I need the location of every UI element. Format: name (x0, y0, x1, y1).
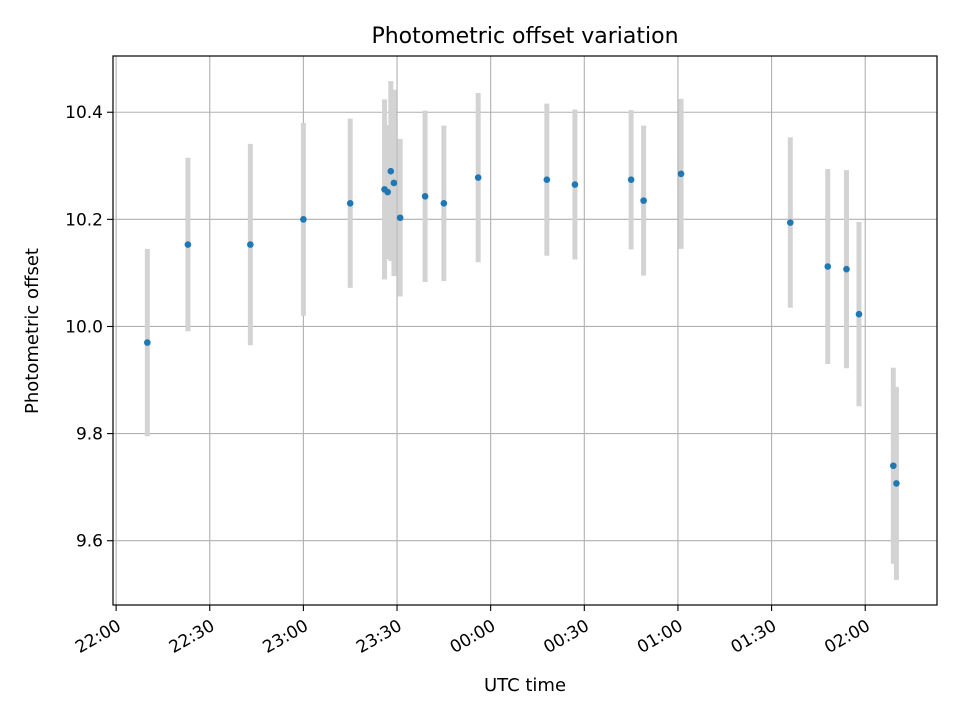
x-tick-label: 22:30 (166, 616, 218, 658)
data-point (440, 199, 448, 207)
data-point (387, 167, 395, 175)
data-point (824, 263, 832, 270)
x-axis-label: UTC time (484, 675, 566, 696)
data-point (474, 174, 482, 181)
x-axis-ticks: 22:00 22:30 23:00 23:30 00:00 00:30 01:00 01:30… (72, 605, 874, 658)
x-tick-label: 22:00 (72, 616, 124, 658)
x-tick-label: 00:30 (540, 616, 592, 658)
x-tick-label: 00:00 (447, 616, 499, 658)
data-point (421, 193, 429, 200)
data-point (300, 216, 307, 223)
y-tick-label: 9.8 (76, 425, 103, 445)
data-point (640, 197, 647, 204)
data-point (396, 214, 404, 222)
y-axis-label: Photometric offset (22, 248, 43, 414)
y-tick-label: 10.0 (65, 317, 103, 337)
x-tick-label: 23:00 (259, 616, 311, 658)
plot-frame (112, 55, 938, 606)
data-points (144, 167, 900, 487)
data-point (855, 310, 863, 318)
y-axis-ticks: 9.6 9.8 10.0 10.2 10.4 (65, 103, 113, 552)
chart-title: Photometric offset variation (371, 24, 678, 49)
x-tick-label: 01:00 (634, 616, 686, 658)
data-point (890, 462, 897, 470)
data-point (543, 176, 551, 184)
data-point (893, 480, 900, 487)
data-point (184, 241, 192, 248)
x-tick-label: 02:00 (821, 616, 873, 658)
data-point (346, 199, 354, 207)
data-point (787, 219, 794, 226)
grid (113, 56, 937, 605)
data-point (384, 188, 391, 196)
data-point (843, 265, 850, 273)
y-tick-label: 9.6 (76, 532, 103, 552)
data-point (247, 241, 254, 248)
data-point (144, 339, 151, 346)
data-point (627, 176, 635, 184)
x-tick-label: 01:30 (728, 616, 780, 658)
y-tick-label: 10.4 (65, 103, 103, 123)
data-point (390, 179, 398, 187)
x-tick-label: 23:30 (353, 616, 405, 658)
data-point (677, 170, 685, 178)
data-point (571, 181, 579, 188)
y-tick-label: 10.2 (65, 210, 103, 230)
error-bars (144, 81, 899, 580)
